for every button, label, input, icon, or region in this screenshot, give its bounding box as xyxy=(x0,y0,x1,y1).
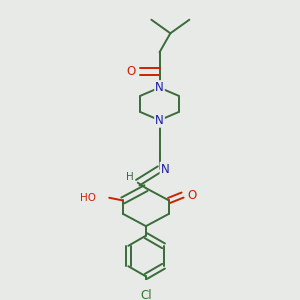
Text: O: O xyxy=(188,188,197,202)
Text: N: N xyxy=(155,81,164,94)
Text: HO: HO xyxy=(80,193,96,203)
Text: N: N xyxy=(160,163,169,176)
Text: O: O xyxy=(126,65,136,78)
Text: Cl: Cl xyxy=(140,289,152,300)
Text: N: N xyxy=(155,114,164,127)
Text: H: H xyxy=(126,172,134,182)
